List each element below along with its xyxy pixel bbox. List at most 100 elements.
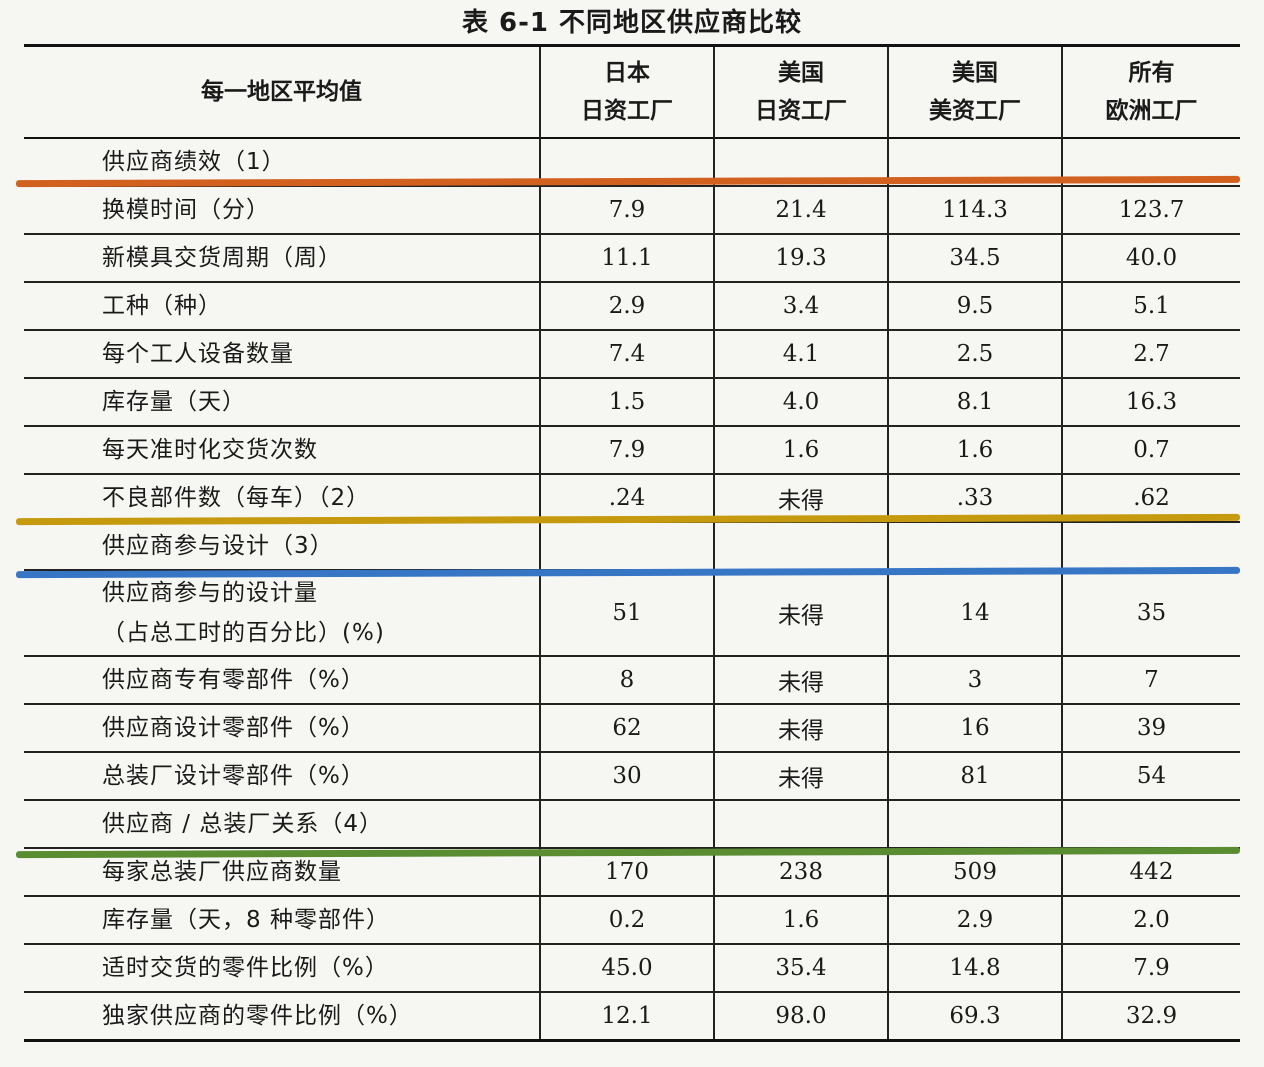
value-us-american-plants: 509 — [887, 848, 1062, 896]
section-row: 供应商 / 总装厂关系（4） — [24, 800, 1240, 848]
row-label: 总装厂设计零部件（%） — [24, 752, 540, 800]
table-row: 每家总装厂供应商数量 170 238 509 442 — [24, 848, 1240, 896]
supplier-comparison-table: 每一地区平均值 日本 日资工厂 美国 日资工厂 美国 美资工厂 所有 欧洲工厂 — [24, 44, 1240, 1042]
table-row: 换模时间（分） 7.9 21.4 114.3 123.7 — [24, 186, 1240, 234]
value-us-american-plants: 2.5 — [887, 330, 1062, 378]
value-japan-japanese-plants: 12.1 — [539, 992, 714, 1041]
row-label: 换模时间（分） — [24, 186, 540, 234]
header-col-line: 日资工厂 — [581, 98, 673, 124]
table-row: 供应商设计零部件（%） 62 未得 16 39 — [24, 704, 1240, 752]
section-label: 供应商参与设计（3） — [24, 522, 540, 570]
value-japan-japanese-plants: 51 — [539, 570, 714, 656]
value-japan-japanese-plants: 2.9 — [539, 282, 714, 330]
row-label-text: 供应商绩效（1） — [102, 149, 286, 175]
row-label-text: 换模时间（分） — [102, 197, 270, 223]
table-row: 每个工人设备数量 7.4 4.1 2.5 2.7 — [24, 330, 1240, 378]
value-all-european-plants: 39 — [1061, 704, 1240, 752]
header-col-line: 日本 — [604, 60, 650, 86]
value-japan-japanese-plants: 45.0 — [539, 944, 714, 992]
value-us-japanese-plants: 未得 — [713, 474, 888, 522]
value-all-european-plants — [1061, 800, 1240, 848]
header-col-line: 所有 — [1128, 60, 1175, 86]
table-row: 适时交货的零件比例（%） 45.0 35.4 14.8 7.9 — [24, 944, 1240, 992]
section-row: 供应商参与设计（3） — [24, 522, 1240, 570]
value-all-european-plants: 7 — [1061, 656, 1240, 704]
value-us-japanese-plants — [713, 522, 888, 570]
row-label: 新模具交货周期（周） — [24, 234, 540, 282]
header-col-line: 日资工厂 — [755, 98, 847, 124]
row-label-text: 每个工人设备数量 — [102, 341, 294, 367]
value-all-european-plants: 2.0 — [1061, 896, 1240, 944]
value-us-american-plants — [887, 800, 1062, 848]
row-label: 库存量（天，8 种零部件） — [24, 896, 540, 944]
value-us-japanese-plants — [713, 800, 888, 848]
value-us-american-plants: 16 — [887, 704, 1062, 752]
header-col-japan-japanese-plants: 日本 日资工厂 — [539, 45, 714, 138]
header-col-us-japanese-plants: 美国 日资工厂 — [713, 45, 888, 138]
row-label-text: 供应商 / 总装厂关系（4） — [102, 811, 384, 837]
row-label-text: 工种（种） — [102, 293, 222, 319]
value-japan-japanese-plants: .24 — [539, 474, 714, 522]
header-row: 每一地区平均值 日本 日资工厂 美国 日资工厂 美国 美资工厂 所有 欧洲工厂 — [24, 45, 1240, 138]
section-label: 供应商 / 总装厂关系（4） — [24, 800, 540, 848]
value-japan-japanese-plants: 1.5 — [539, 378, 714, 426]
row-label: 供应商设计零部件（%） — [24, 704, 540, 752]
value-us-japanese-plants: 未得 — [713, 570, 888, 656]
value-us-american-plants: 14.8 — [887, 944, 1062, 992]
row-label: 库存量（天） — [24, 378, 540, 426]
value-japan-japanese-plants: 0.2 — [539, 896, 714, 944]
header-col-line: 欧洲工厂 — [1105, 98, 1198, 124]
value-us-japanese-plants: 未得 — [713, 752, 888, 800]
value-us-japanese-plants: 4.0 — [713, 378, 888, 426]
value-japan-japanese-plants: 11.1 — [539, 234, 714, 282]
value-us-american-plants: 2.9 — [887, 896, 1062, 944]
header-col-line: 美国 — [952, 60, 998, 86]
value-us-american-plants: 81 — [887, 752, 1062, 800]
value-us-japanese-plants: 3.4 — [713, 282, 888, 330]
row-label: 供应商专有零部件（%） — [24, 656, 540, 704]
header-col-all-european-plants: 所有 欧洲工厂 — [1061, 45, 1240, 138]
value-us-american-plants: 8.1 — [887, 378, 1062, 426]
value-us-american-plants: 69.3 — [887, 992, 1062, 1041]
value-us-american-plants: 14 — [887, 570, 1062, 656]
value-all-european-plants — [1061, 522, 1240, 570]
row-label-text: 不良部件数（每车）（2） — [102, 485, 371, 511]
value-us-japanese-plants: 1.6 — [713, 426, 888, 474]
row-label-text: 供应商设计零部件（%） — [102, 715, 365, 741]
value-all-european-plants: 0.7 — [1061, 426, 1240, 474]
row-label-text: 总装厂设计零部件（%） — [102, 763, 365, 789]
table-row: 工种（种） 2.9 3.4 9.5 5.1 — [24, 282, 1240, 330]
row-label-text: 库存量（天） — [102, 389, 246, 415]
value-us-american-plants: 3 — [887, 656, 1062, 704]
table-header: 每一地区平均值 日本 日资工厂 美国 日资工厂 美国 美资工厂 所有 欧洲工厂 — [24, 45, 1240, 138]
table-row: 总装厂设计零部件（%） 30 未得 81 54 — [24, 752, 1240, 800]
value-japan-japanese-plants: 8 — [539, 656, 714, 704]
table-row: 新模具交货周期（周） 11.1 19.3 34.5 40.0 — [24, 234, 1240, 282]
row-label-text: 独家供应商的零件比例（%） — [102, 1003, 413, 1029]
value-all-european-plants: 54 — [1061, 752, 1240, 800]
value-us-japanese-plants: 未得 — [713, 656, 888, 704]
value-us-american-plants: 114.3 — [887, 186, 1062, 234]
row-label: 工种（种） — [24, 282, 540, 330]
value-japan-japanese-plants: 7.9 — [539, 186, 714, 234]
row-label: 独家供应商的零件比例（%） — [24, 992, 540, 1041]
value-us-japanese-plants: 1.6 — [713, 896, 888, 944]
value-us-japanese-plants: 未得 — [713, 704, 888, 752]
value-us-american-plants: 1.6 — [887, 426, 1062, 474]
value-japan-japanese-plants: 62 — [539, 704, 714, 752]
row-label: 每个工人设备数量 — [24, 330, 540, 378]
value-all-european-plants: 32.9 — [1061, 992, 1240, 1041]
table-row: 独家供应商的零件比例（%） 12.1 98.0 69.3 32.9 — [24, 992, 1240, 1041]
row-label: 每天准时化交货次数 — [24, 426, 540, 474]
header-col-line: 美资工厂 — [929, 98, 1021, 124]
row-label-text: 每天准时化交货次数 — [102, 437, 318, 463]
header-row-label-text: 每一地区平均值 — [201, 79, 362, 105]
value-us-american-plants: 34.5 — [887, 234, 1062, 282]
row-label-text: 新模具交货周期（周） — [102, 245, 342, 271]
row-label-text: 供应商参与的设计量 — [102, 580, 318, 606]
value-us-japanese-plants: 238 — [713, 848, 888, 896]
row-label: 供应商参与的设计量 （占总工时的百分比）(%) — [24, 570, 540, 656]
value-us-american-plants: 9.5 — [887, 282, 1062, 330]
table-row: 供应商参与的设计量 （占总工时的百分比）(%) 51 未得 14 35 — [24, 570, 1240, 656]
